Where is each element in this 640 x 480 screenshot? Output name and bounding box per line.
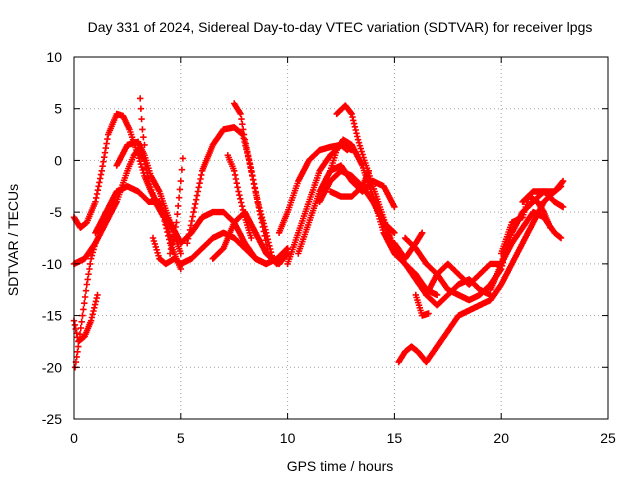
- x-tick-label: 10: [280, 430, 296, 446]
- tick-labels: 0 5 10 15 20 25 -25 -20 -15 -10 -5 0 5 10: [42, 49, 616, 446]
- series-markers: [412, 291, 432, 319]
- y-tick-label: 0: [54, 152, 62, 168]
- series-track-10: [166, 155, 187, 257]
- series-markers: [92, 183, 176, 247]
- ticks-layer: [73, 56, 609, 420]
- x-tick-label: 25: [600, 430, 616, 446]
- series-track-14: [209, 208, 291, 268]
- y-tick-label: -20: [42, 359, 62, 375]
- series-markers: [395, 177, 567, 366]
- y-axis-label: SDTVAR / TECUs: [5, 184, 21, 296]
- y-tick-label: -15: [42, 308, 62, 324]
- x-tick-label: 0: [70, 430, 78, 446]
- x-axis-label: GPS time / hours: [287, 458, 394, 474]
- y-tick-label: 5: [54, 101, 62, 117]
- chart-title: Day 331 of 2024, Sidereal Day-to-day VTE…: [88, 19, 593, 35]
- series-track-30: [519, 188, 567, 211]
- plot-frame: [73, 56, 609, 420]
- points-layer: [70, 95, 567, 371]
- x-tick-label: 15: [387, 430, 403, 446]
- series-markers: [166, 155, 187, 257]
- x-tick-label: 5: [177, 430, 185, 446]
- y-tick-label: 10: [46, 49, 62, 65]
- series-track-5: [92, 183, 176, 247]
- series-markers: [137, 95, 148, 149]
- series-markers: [327, 167, 372, 200]
- y-tick-label: -5: [50, 204, 63, 220]
- y-tick-label: -10: [42, 256, 62, 272]
- series-track-25: [395, 177, 567, 366]
- y-tick-label: -25: [42, 411, 62, 427]
- grid-layer: [74, 57, 608, 419]
- series-track-21: [327, 167, 372, 200]
- x-tick-label: 20: [493, 430, 509, 446]
- series-track-27: [412, 291, 432, 319]
- series-track-7: [137, 95, 148, 149]
- series-markers: [519, 188, 567, 211]
- series-markers: [209, 208, 291, 268]
